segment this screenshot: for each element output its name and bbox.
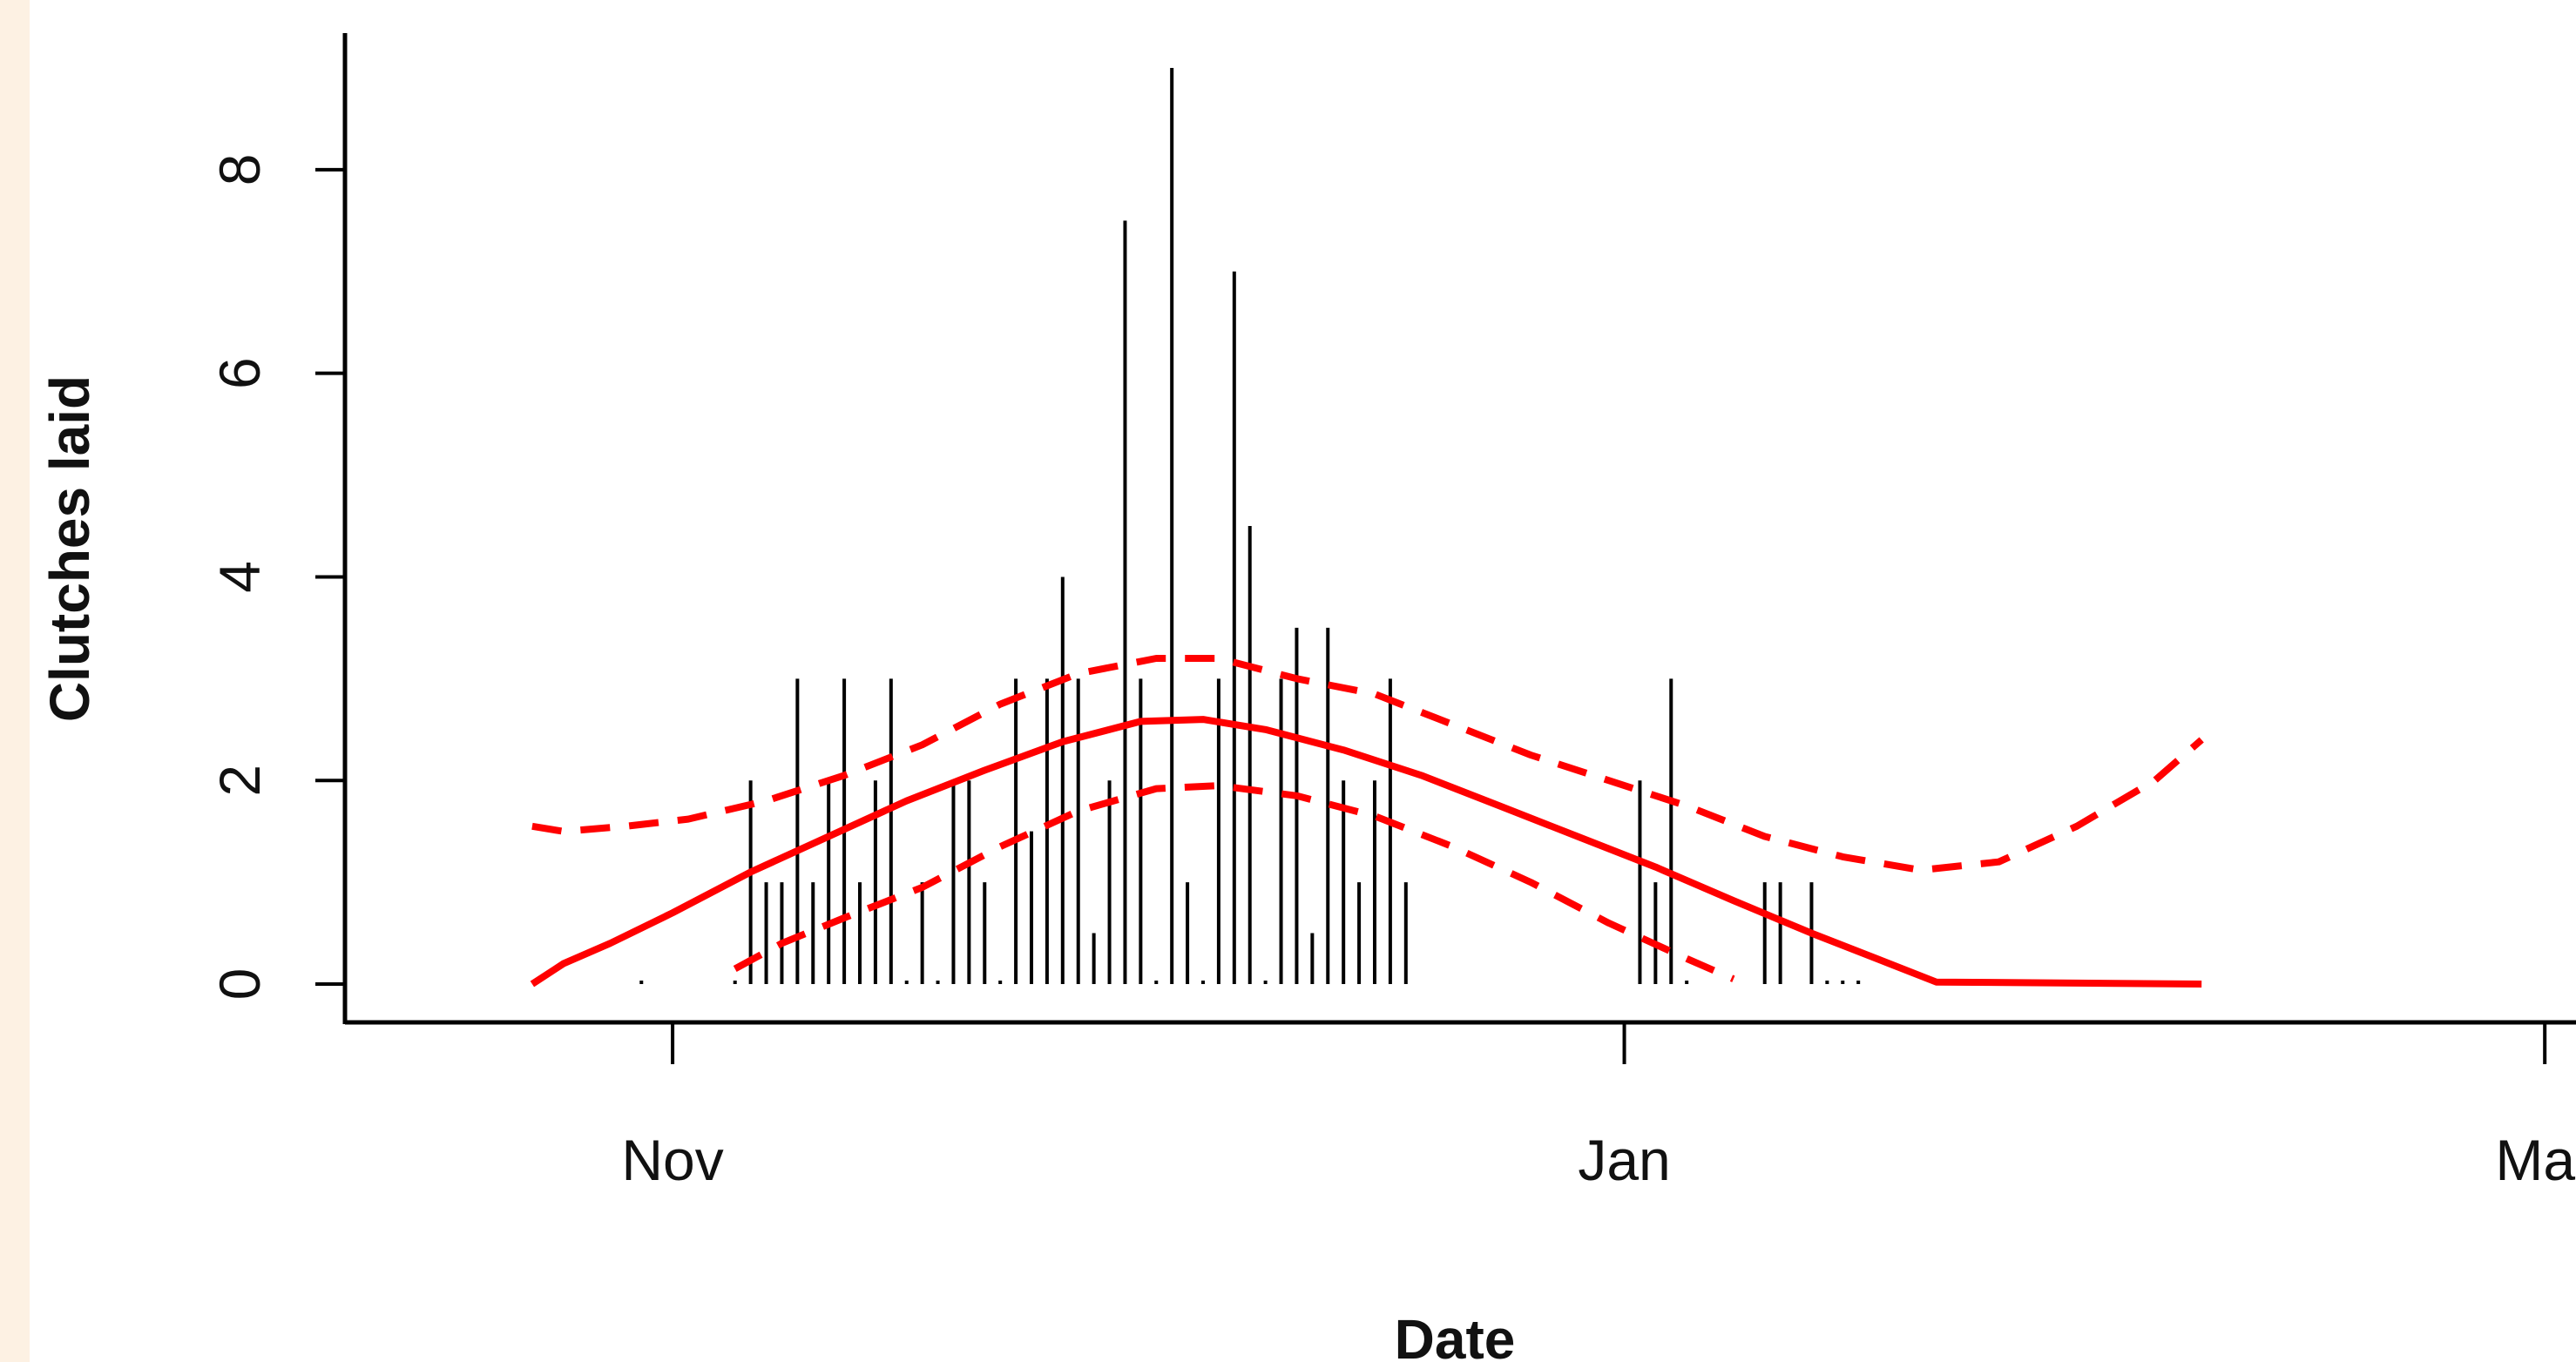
upper-band-series bbox=[531, 655, 2204, 874]
x-axis-title: Date bbox=[1395, 1308, 1516, 1362]
bar bbox=[639, 981, 644, 984]
y-axis-title: Clutches laid bbox=[38, 375, 101, 722]
y-ticks-group: 0 2 4 6 8 bbox=[207, 154, 345, 1001]
fit-lines-group bbox=[530, 655, 2204, 988]
bar bbox=[1154, 981, 1159, 984]
bar bbox=[1856, 981, 1861, 984]
bar bbox=[904, 981, 909, 984]
bar bbox=[733, 981, 737, 984]
bar bbox=[1201, 981, 1205, 984]
x-tick-label: Mar bbox=[2495, 1128, 2576, 1192]
y-tick-label: 2 bbox=[207, 765, 272, 797]
y-tick-label: 0 bbox=[207, 968, 272, 1001]
lower-band-series bbox=[733, 782, 1735, 982]
left-margin-strip bbox=[0, 0, 30, 1362]
y-tick-label: 6 bbox=[207, 357, 272, 389]
bar bbox=[1841, 981, 1845, 984]
bar bbox=[936, 981, 940, 984]
y-tick-label: 8 bbox=[207, 154, 272, 186]
bar bbox=[998, 981, 1003, 984]
x-tick-label: Nov bbox=[621, 1128, 723, 1192]
y-tick-label: 4 bbox=[207, 561, 272, 593]
bars-group bbox=[639, 68, 1861, 984]
bar bbox=[1825, 981, 1829, 984]
bar bbox=[1263, 981, 1268, 984]
fit-line-series bbox=[530, 716, 2202, 988]
x-ticks-group: Nov Jan Mar bbox=[621, 1022, 2576, 1192]
x-tick-label: Jan bbox=[1578, 1128, 1670, 1192]
bar bbox=[1685, 981, 1689, 984]
